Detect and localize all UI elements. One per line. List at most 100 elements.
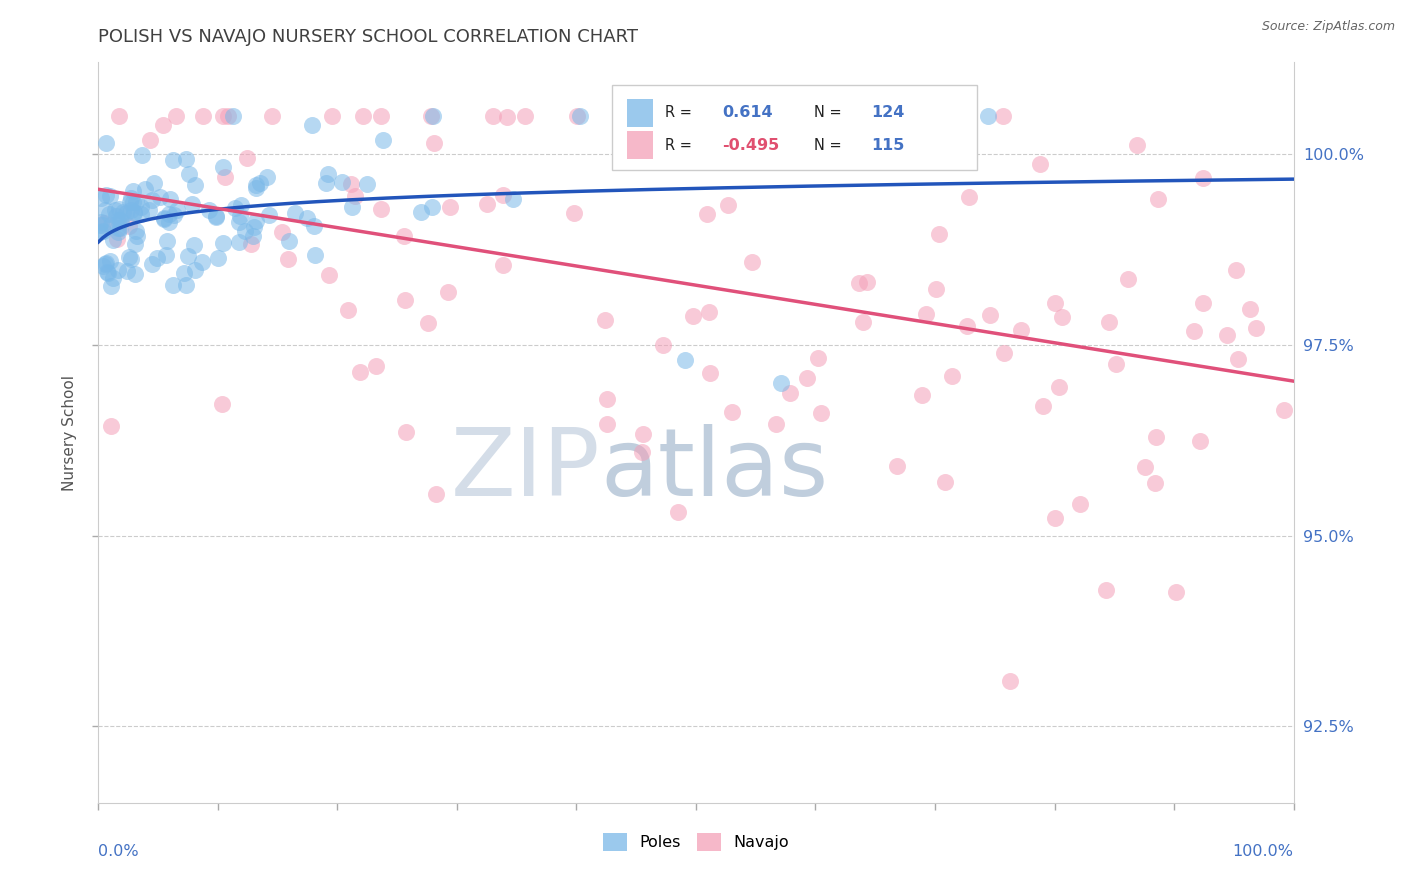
Point xyxy=(956,109,979,123)
Point xyxy=(98,189,121,203)
Point xyxy=(162,277,184,292)
Point xyxy=(707,109,730,123)
Point xyxy=(96,265,118,279)
Point xyxy=(1043,296,1066,310)
Point xyxy=(134,182,156,196)
Point xyxy=(810,406,832,420)
Point xyxy=(173,266,195,280)
Point xyxy=(851,315,873,329)
Point xyxy=(737,109,759,123)
Point xyxy=(148,189,170,203)
Point xyxy=(245,178,267,193)
Legend: Poles, Navajo: Poles, Navajo xyxy=(596,827,796,858)
Point xyxy=(1094,582,1116,597)
Point xyxy=(957,190,980,204)
Point xyxy=(807,351,830,365)
Point xyxy=(392,228,415,243)
Point xyxy=(90,218,112,232)
Point xyxy=(302,219,325,233)
Point xyxy=(779,385,801,400)
Point xyxy=(673,353,696,368)
Point xyxy=(115,264,138,278)
Point xyxy=(1029,156,1052,170)
Point xyxy=(321,109,343,123)
Point xyxy=(211,396,233,410)
Point xyxy=(108,212,131,227)
Point xyxy=(513,109,536,123)
Point xyxy=(765,417,787,432)
Point xyxy=(1189,434,1212,448)
Point xyxy=(304,248,326,262)
Point xyxy=(125,195,148,210)
Point xyxy=(423,136,446,150)
Point xyxy=(107,226,129,240)
Point xyxy=(100,219,122,233)
Point xyxy=(107,221,129,235)
Point xyxy=(125,228,148,243)
Point xyxy=(118,250,141,264)
Point xyxy=(122,184,145,198)
Point xyxy=(100,419,122,434)
Point xyxy=(108,109,131,123)
Point xyxy=(915,306,938,320)
Point xyxy=(101,233,124,247)
Text: atlas: atlas xyxy=(600,424,828,516)
Point xyxy=(696,207,718,221)
Point xyxy=(318,268,340,282)
Point xyxy=(243,219,266,234)
Point xyxy=(721,405,744,419)
Point xyxy=(482,109,505,123)
Point xyxy=(596,392,619,406)
Text: 115: 115 xyxy=(872,138,905,153)
Point xyxy=(212,109,235,123)
Point xyxy=(1226,352,1249,367)
Point xyxy=(89,225,111,239)
Point xyxy=(1166,584,1188,599)
Bar xyxy=(627,131,652,160)
Point xyxy=(162,153,184,167)
Point xyxy=(697,305,720,319)
Point xyxy=(93,216,115,230)
Point xyxy=(1274,402,1296,417)
Point xyxy=(107,263,129,277)
Point xyxy=(277,234,299,248)
Point xyxy=(205,211,228,225)
Point xyxy=(118,219,141,234)
Point xyxy=(104,203,127,218)
Text: -0.495: -0.495 xyxy=(723,138,779,153)
Point xyxy=(394,425,416,439)
Point xyxy=(131,148,153,162)
Point xyxy=(105,209,128,223)
Point xyxy=(124,268,146,282)
Point xyxy=(183,238,205,252)
Point xyxy=(422,200,444,214)
Point xyxy=(1144,475,1167,490)
Point xyxy=(284,205,307,219)
Point xyxy=(165,109,187,123)
Point xyxy=(1125,138,1147,153)
Point xyxy=(212,236,235,251)
Point xyxy=(295,211,318,225)
Point xyxy=(699,366,721,380)
Point xyxy=(941,368,963,383)
Point xyxy=(352,109,374,123)
Point xyxy=(108,220,131,235)
Point xyxy=(886,458,908,473)
Point xyxy=(876,140,898,154)
Point xyxy=(370,202,392,217)
Point xyxy=(256,169,278,184)
Point xyxy=(180,197,202,211)
Point xyxy=(370,109,392,123)
Point xyxy=(1045,510,1067,524)
Point xyxy=(277,252,299,266)
Point xyxy=(249,176,271,190)
FancyBboxPatch shape xyxy=(613,85,977,169)
Point xyxy=(1116,272,1139,286)
Point xyxy=(848,276,870,290)
Point xyxy=(934,475,956,490)
Point xyxy=(157,214,180,228)
Point xyxy=(741,254,763,268)
Point xyxy=(245,214,267,228)
Point xyxy=(672,142,695,156)
Text: 100.0%: 100.0% xyxy=(1233,844,1294,858)
